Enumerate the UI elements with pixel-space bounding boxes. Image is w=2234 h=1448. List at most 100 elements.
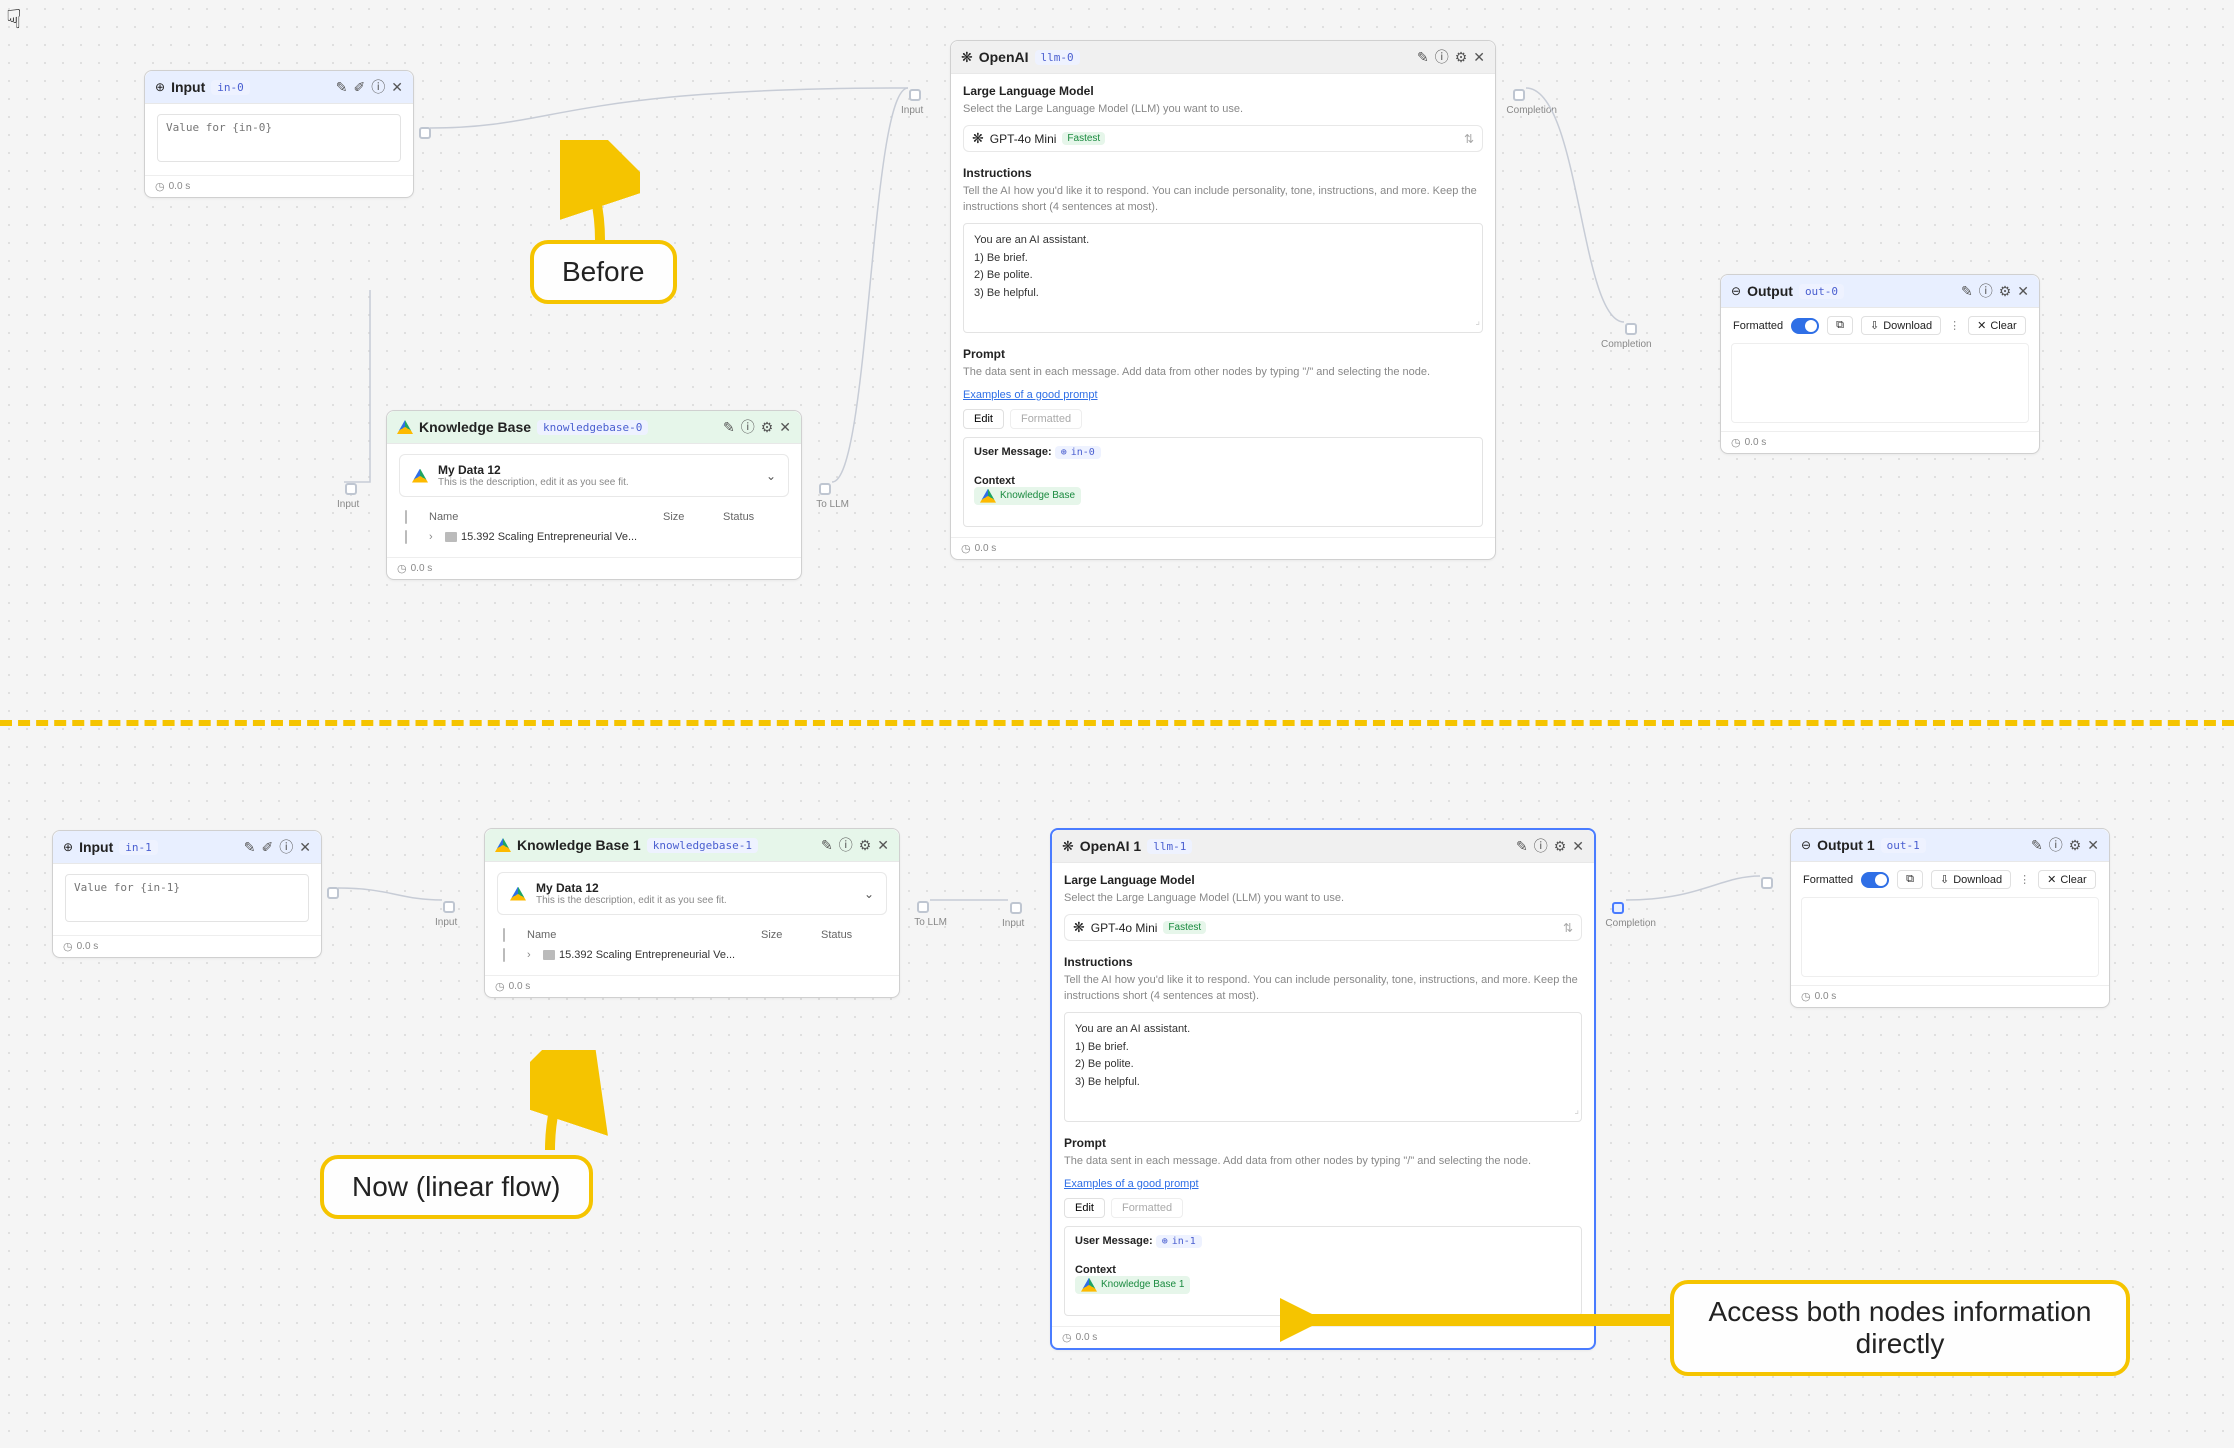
kb-dataset-selector[interactable]: My Data 12 This is the description, edit…: [497, 872, 887, 915]
gear-icon[interactable]: ⚙: [2069, 837, 2082, 854]
gear-icon[interactable]: ⚙: [761, 419, 774, 436]
compose-icon[interactable]: ✎: [1417, 49, 1429, 66]
input-port[interactable]: [1761, 877, 1773, 889]
download-button[interactable]: ⇩ Download: [1931, 870, 2011, 889]
row-checkbox[interactable]: [503, 948, 505, 962]
info-icon[interactable]: ⓘ: [741, 417, 755, 437]
copy-button[interactable]: ⧉: [1827, 316, 1853, 335]
node-input-0[interactable]: ⊕ Input in-0 ✎ ✐ ⓘ ✕ 0.0 s: [144, 70, 414, 198]
callout-access: Access both nodes information directly: [1670, 1280, 2130, 1376]
prompt-ref-kb[interactable]: Knowledge Base: [974, 487, 1081, 505]
gear-icon[interactable]: ⚙: [859, 837, 872, 854]
edit-button[interactable]: Edit: [963, 409, 1004, 429]
gear-icon[interactable]: ⚙: [1554, 838, 1567, 855]
instructions-textarea[interactable]: You are an AI assistant. 1) Be brief. 2)…: [963, 223, 1483, 333]
copy-button[interactable]: ⧉: [1897, 870, 1923, 889]
edit-icon[interactable]: ✐: [354, 79, 366, 96]
arrow-access: [1280, 1290, 1680, 1350]
close-icon[interactable]: ✕: [1473, 49, 1485, 66]
prompt-textarea[interactable]: User Message: in-0 Context Knowledge Bas…: [963, 437, 1483, 527]
node-header: ⊖ Output 1 out-1 ✎ ⓘ ⚙ ✕: [1791, 829, 2109, 862]
prompt-ref-input[interactable]: in-0: [1055, 446, 1101, 459]
instructions-textarea[interactable]: You are an AI assistant. 1) Be brief. 2)…: [1064, 1012, 1582, 1122]
close-icon[interactable]: ✕: [877, 837, 889, 854]
compose-icon[interactable]: ✎: [2031, 837, 2043, 854]
node-input-1[interactable]: ⊕ Input in-1 ✎ ✐ ⓘ ✕ 0.0 s: [52, 830, 322, 958]
kb-file-row[interactable]: › 15.392 Scaling Entrepreneurial Ve...: [399, 527, 789, 547]
input-port[interactable]: [345, 483, 357, 495]
clear-button[interactable]: ✕ Clear: [2038, 870, 2096, 889]
info-icon[interactable]: ⓘ: [839, 835, 853, 855]
clear-button[interactable]: ✕ Clear: [1968, 316, 2026, 335]
output-port[interactable]: [819, 483, 831, 495]
examples-link[interactable]: Examples of a good prompt: [963, 389, 1483, 401]
resize-handle-icon[interactable]: ⌟: [1475, 314, 1480, 330]
input-value-field[interactable]: [65, 874, 309, 922]
node-title: Input: [79, 839, 113, 855]
info-icon[interactable]: ⓘ: [279, 837, 293, 857]
context-label: Context: [974, 475, 1472, 487]
more-icon[interactable]: ⋮: [1949, 319, 1960, 332]
node-tag: knowledgebase-1: [647, 838, 758, 853]
info-icon[interactable]: ⓘ: [1534, 836, 1548, 856]
compose-icon[interactable]: ✎: [336, 79, 348, 96]
formatted-button[interactable]: Formatted: [1111, 1198, 1183, 1218]
input-value-field[interactable]: [157, 114, 401, 162]
formatted-button[interactable]: Formatted: [1010, 409, 1082, 429]
kb-dataset-selector[interactable]: My Data 12 This is the description, edit…: [399, 454, 789, 497]
node-kb-0[interactable]: Knowledge Base knowledgebase-0 ✎ ⓘ ⚙ ✕ M…: [386, 410, 802, 580]
output-port[interactable]: [917, 901, 929, 913]
output-port[interactable]: [1612, 902, 1624, 914]
formatted-toggle[interactable]: [1861, 872, 1889, 888]
resize-handle-icon[interactable]: ⌟: [1574, 1103, 1579, 1119]
model-selector[interactable]: ❋ GPT-4o Mini Fastest ⇅: [963, 125, 1483, 152]
node-llm-1[interactable]: ❋ OpenAI 1 llm-1 ✎ ⓘ ⚙ ✕ Large Language …: [1050, 828, 1596, 1350]
examples-link[interactable]: Examples of a good prompt: [1064, 1178, 1582, 1190]
node-tag: llm-0: [1035, 50, 1080, 65]
gear-icon[interactable]: ⚙: [1999, 283, 2012, 300]
select-all-checkbox[interactable]: [405, 510, 407, 524]
close-icon[interactable]: ✕: [391, 79, 403, 96]
info-icon[interactable]: ⓘ: [1435, 47, 1449, 67]
compose-icon[interactable]: ✎: [1961, 283, 1973, 300]
edit-icon[interactable]: ✐: [262, 839, 274, 856]
formatted-toggle[interactable]: [1791, 318, 1819, 334]
compose-icon[interactable]: ✎: [821, 837, 833, 854]
gear-icon[interactable]: ⚙: [1455, 49, 1468, 66]
close-icon[interactable]: ✕: [299, 839, 311, 856]
output-port[interactable]: [327, 887, 339, 899]
close-icon[interactable]: ✕: [779, 419, 791, 436]
more-icon[interactable]: ⋮: [2019, 873, 2030, 886]
kb-file-row[interactable]: › 15.392 Scaling Entrepreneurial Ve...: [497, 945, 887, 965]
output-port[interactable]: [1513, 89, 1525, 101]
info-icon[interactable]: ⓘ: [2049, 835, 2063, 855]
input-port[interactable]: [909, 89, 921, 101]
compose-icon[interactable]: ✎: [1516, 838, 1528, 855]
close-icon[interactable]: ✕: [2087, 837, 2099, 854]
input-port[interactable]: [1010, 902, 1022, 914]
close-icon[interactable]: ✕: [2017, 283, 2029, 300]
download-button[interactable]: ⇩ Download: [1861, 316, 1941, 335]
compose-icon[interactable]: ✎: [244, 839, 256, 856]
close-icon[interactable]: ✕: [1572, 838, 1584, 855]
input-port[interactable]: [1625, 323, 1637, 335]
output-port[interactable]: [419, 127, 431, 139]
prompt-ref-kb[interactable]: Knowledge Base 1: [1075, 1276, 1190, 1294]
section-model-sub: Select the Large Language Model (LLM) yo…: [963, 102, 1483, 117]
row-checkbox[interactable]: [405, 530, 407, 544]
input-port[interactable]: [443, 901, 455, 913]
edit-button[interactable]: Edit: [1064, 1198, 1105, 1218]
node-output-0[interactable]: ⊖ Output out-0 ✎ ⓘ ⚙ ✕ Formatted ⧉ ⇩ Dow…: [1720, 274, 2040, 454]
port-label-input: Input: [1002, 918, 1024, 929]
info-icon[interactable]: ⓘ: [371, 77, 385, 97]
node-llm-0[interactable]: ❋ OpenAI llm-0 ✎ ⓘ ⚙ ✕ Large Language Mo…: [950, 40, 1496, 560]
output-icon: ⊖: [1801, 838, 1811, 852]
model-selector[interactable]: ❋ GPT-4o Mini Fastest ⇅: [1064, 914, 1582, 941]
select-all-checkbox[interactable]: [503, 928, 505, 942]
prompt-ref-input[interactable]: in-1: [1156, 1235, 1202, 1248]
compose-icon[interactable]: ✎: [723, 419, 735, 436]
node-title: Knowledge Base: [419, 419, 531, 435]
node-output-1[interactable]: ⊖ Output 1 out-1 ✎ ⓘ ⚙ ✕ Formatted ⧉ ⇩ D…: [1790, 828, 2110, 1008]
node-kb-1[interactable]: Knowledge Base 1 knowledgebase-1 ✎ ⓘ ⚙ ✕…: [484, 828, 900, 998]
info-icon[interactable]: ⓘ: [1979, 281, 1993, 301]
